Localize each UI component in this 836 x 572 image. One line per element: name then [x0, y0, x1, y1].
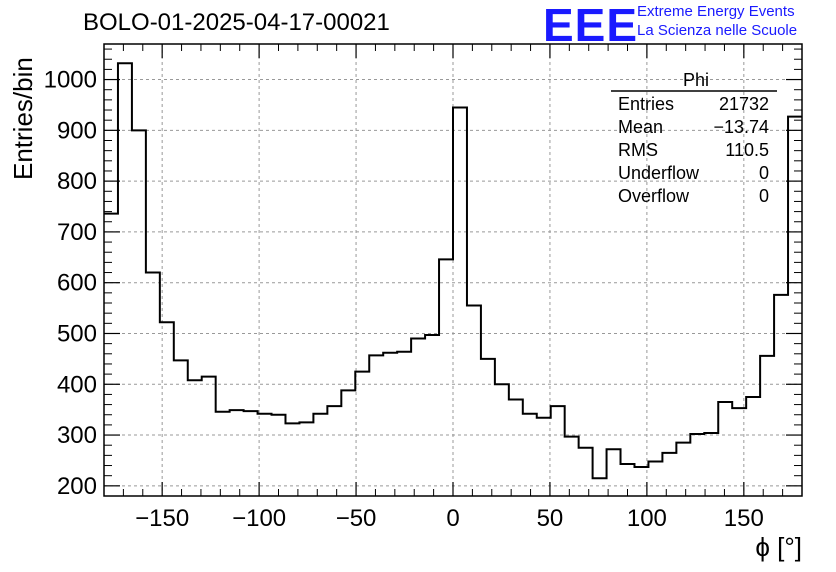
x-tick-label: 50	[537, 505, 564, 532]
stats-row-value: 0	[759, 186, 769, 206]
stats-row-value: 21732	[719, 94, 769, 114]
y-tick-label: 600	[57, 270, 97, 297]
stats-row-value: −13.74	[713, 117, 769, 137]
stats-row-label: Entries	[618, 94, 674, 114]
x-tick-label: 150	[724, 505, 764, 532]
x-tick-label: −100	[232, 505, 286, 532]
x-tick-label: 0	[446, 505, 459, 532]
y-tick-label: 1000	[44, 67, 97, 94]
eee-logo: EEE	[543, 0, 639, 51]
stats-box: Phi Entries 21732 Mean −13.74 RMS 110.5 Underfl…	[611, 70, 777, 206]
chart-title: BOLO-01-2025-04-17-00021	[83, 9, 390, 36]
x-tick-label: 100	[627, 505, 667, 532]
stats-row-value: 110.5	[725, 140, 769, 160]
y-tick-label: 800	[57, 168, 97, 195]
stats-row-label: Underflow	[618, 163, 700, 183]
logo-caption-line1: Extreme Energy Events	[637, 3, 795, 20]
y-tick-label: 500	[57, 320, 97, 347]
logo-caption: Extreme Energy Events La Scienza nelle S…	[637, 2, 797, 40]
x-tick-label: −50	[336, 505, 377, 532]
plot-frame	[103, 43, 803, 497]
stats-box-title: Phi	[683, 70, 709, 90]
y-tick-label: 900	[57, 117, 97, 144]
stats-row-label: Overflow	[618, 186, 690, 206]
stats-row-label: Mean	[618, 117, 663, 137]
y-tick-label: 200	[57, 473, 97, 500]
histogram-line	[104, 62, 802, 480]
y-tick-label: 400	[57, 371, 97, 398]
tick-labels: −150 −100 −50 0 50 100 150 200 300 400 500 600 700 80…	[44, 67, 764, 532]
y-tick-label: 300	[57, 422, 97, 449]
y-tick-label: 700	[57, 219, 97, 246]
stats-row-value: 0	[759, 163, 769, 183]
x-tick-label: −150	[135, 505, 189, 532]
x-axis-label: ϕ [°]	[755, 532, 802, 562]
logo-caption-line2: La Scienza nelle Scuole	[637, 22, 798, 39]
stats-row-label: RMS	[618, 140, 658, 160]
